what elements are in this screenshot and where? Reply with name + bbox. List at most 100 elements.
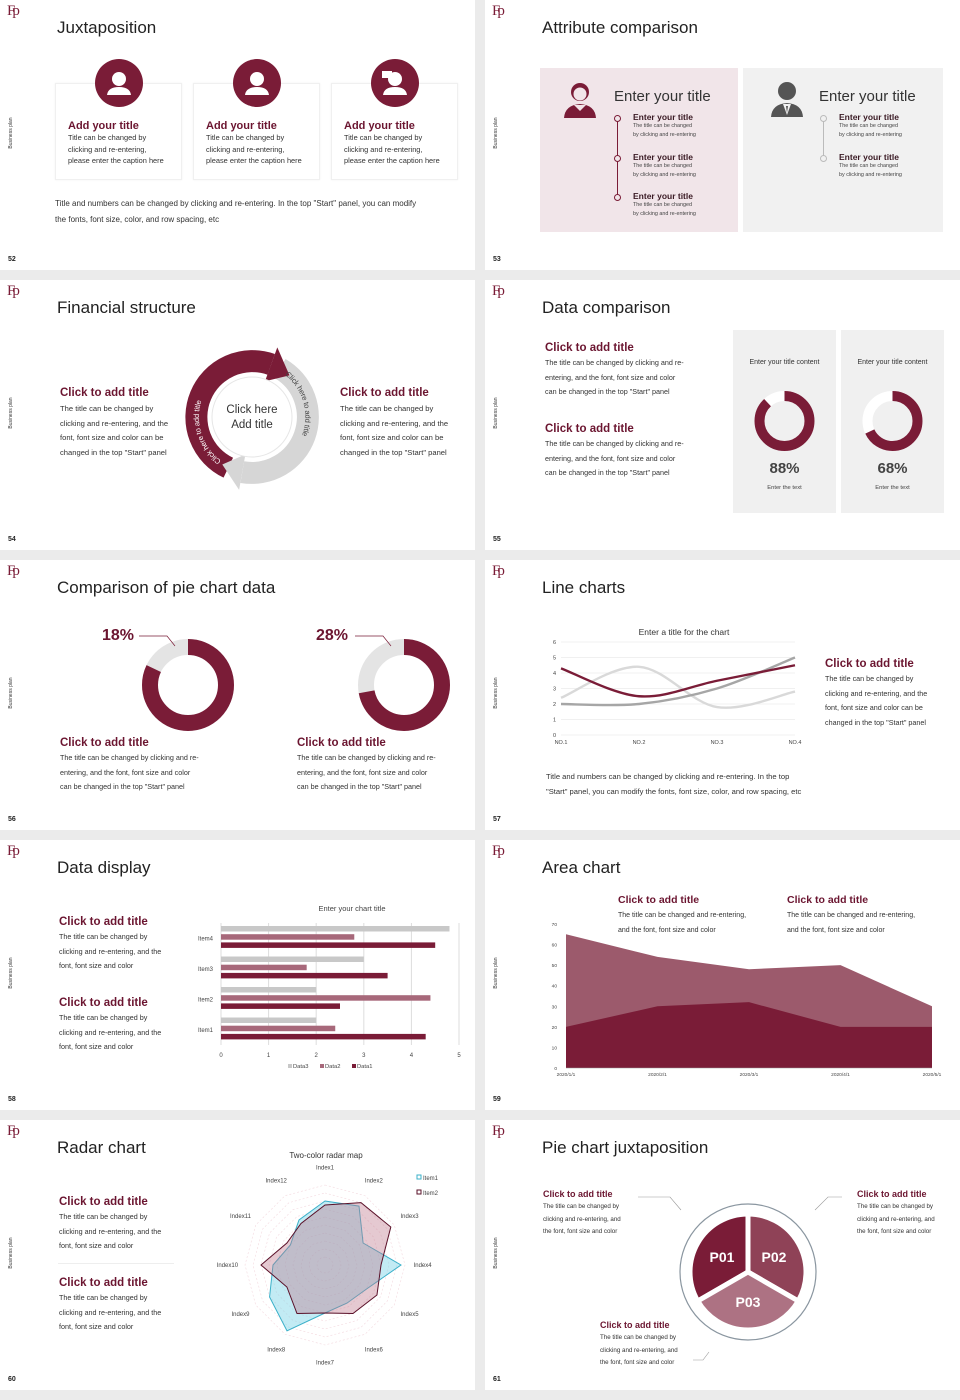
slide-59[interactable]: Fp Business plan 59 Area chart 0 10 20 30 40…: [485, 840, 960, 1110]
slide-54[interactable]: Fp Business plan 54 Financial structure …: [0, 280, 475, 550]
slide-56[interactable]: Fp Business plan 56 Comparison of pie ch…: [0, 560, 475, 830]
card-content: Add your title Title can be changed by cli…: [344, 120, 440, 167]
pie-slice-p03[interactable]: [694, 1269, 802, 1333]
card-title[interactable]: Add your title: [344, 120, 415, 132]
block-title[interactable]: Click to add title: [59, 916, 148, 928]
x-tick-label: 2020/2/1: [648, 1072, 667, 1078]
radar-grid-ring: [284, 1224, 366, 1306]
slide-60[interactable]: Fp Business plan 60 Radar chart Two-colo…: [0, 1120, 475, 1390]
y-tick-label: 0: [554, 1066, 557, 1072]
person-icon: [233, 59, 281, 107]
slide-57[interactable]: Fp Business plan 57 Line charts Enter a …: [485, 560, 960, 830]
block-title[interactable]: Click to add title: [297, 737, 386, 749]
slide-53[interactable]: Fp Business plan 53 Attribute comparison…: [485, 0, 960, 270]
body-line: The title can be changed by: [825, 674, 914, 683]
body-line: The title can be changed by: [59, 1212, 148, 1221]
divider: [58, 1263, 174, 1264]
item-title[interactable]: Enter your title: [633, 112, 693, 122]
x-tick-label: 4: [410, 1053, 414, 1059]
center-label[interactable]: Add title: [231, 419, 273, 431]
block-title[interactable]: Click to add title: [787, 894, 869, 906]
line-chart[interactable]: Enter a title for the chart 0 1 2 3 4 5 6 NO.1 NO…: [485, 560, 815, 760]
radar-chart[interactable]: Two-color radar map Index1 Index2 Index3 Ind…: [180, 1120, 475, 1390]
block-body: The title can be changed and re-entering…: [618, 908, 746, 938]
chart-title: Enter a title for the chart: [639, 627, 730, 637]
body-line: Title and numbers can be changed by clic…: [546, 772, 790, 781]
block-title[interactable]: Click to add title: [545, 423, 634, 435]
card-title[interactable]: Add your title: [68, 120, 139, 132]
block-title[interactable]: Click to add title: [600, 1320, 670, 1330]
center-label[interactable]: Click here: [226, 404, 277, 416]
item-title[interactable]: Enter your title: [633, 191, 693, 201]
axis-label: Index11: [230, 1214, 252, 1220]
block-body: The title can be changed by clicking and …: [59, 930, 161, 974]
gray-arc: [240, 358, 319, 484]
slide-title: Line charts: [542, 578, 626, 597]
body-line: clicking and re-entering, and the: [59, 1307, 162, 1317]
body-line: The title can be changed: [633, 202, 693, 208]
body-line: The title can be changed by: [543, 1203, 620, 1210]
radar-grid-ring: [316, 1256, 334, 1274]
block-title[interactable]: Click to add title: [59, 1277, 148, 1289]
brand-logo: Fp: [7, 3, 20, 19]
block-body: The title can be changed and re-entering…: [787, 908, 915, 938]
body-line: the font, font size and color: [600, 1359, 675, 1366]
page-number: 54: [8, 536, 16, 543]
timeline-node: [614, 194, 621, 201]
block-title[interactable]: Click to add title: [545, 342, 634, 354]
body-line: changed in the top "Start" panel: [340, 447, 447, 457]
segmented-pie[interactable]: P01 P02 P03: [485, 1120, 960, 1390]
slide-52[interactable]: Fp Business plan 52 Juxtaposition Title …: [0, 0, 475, 270]
panel-heading: Enter your title content: [749, 359, 820, 366]
area-chart[interactable]: 0 10 20 30 40 50 60 70 2020/1/1 2020/2/1 2020/3/1 2…: [485, 840, 960, 1085]
slide-58[interactable]: Fp Business plan 58 Data display Enter y…: [0, 840, 475, 1110]
side-label: Business plan: [8, 957, 14, 989]
body-line: Title can be changed by: [344, 133, 423, 142]
center-circle[interactable]: [211, 376, 293, 458]
timeline-item: Enter your title The title can be changed…: [633, 191, 696, 219]
category-label: Item3: [198, 967, 214, 973]
block-title[interactable]: Click to add title: [60, 737, 149, 749]
axis-label: Index10: [217, 1263, 239, 1269]
body-line: The title can be changed by: [600, 1334, 677, 1341]
radar-grid-ring: [308, 1248, 342, 1282]
body-line: please enter the caption here: [206, 156, 302, 165]
block-title[interactable]: Click to add title: [59, 1196, 148, 1208]
card-title[interactable]: Add your title: [206, 120, 277, 132]
body-line: font, font size and color can be: [60, 433, 164, 442]
body-line: entering, and the font, font size and co…: [297, 767, 428, 777]
item-title[interactable]: Enter your title: [633, 151, 693, 162]
left-panel: Enter your title Enter your title The tit…: [540, 68, 738, 232]
block-title[interactable]: Click to add title: [618, 894, 700, 906]
slide-55[interactable]: Fp Business plan 55 Data comparison Clic…: [485, 280, 960, 550]
item-title[interactable]: Enter your title: [839, 151, 899, 162]
radar-grid-ring: [252, 1192, 398, 1338]
text-block-right: Click to add title The title can be chan…: [340, 387, 448, 460]
slide-title: Pie chart juxtaposition: [542, 1138, 709, 1157]
axis-label: Index12: [266, 1178, 288, 1184]
block-body: The title can be changed by clicking and…: [545, 437, 684, 481]
page-number: 56: [8, 816, 16, 823]
bar-data3: [221, 956, 364, 962]
y-tick-label: 4: [553, 671, 556, 677]
y-tick-label: 60: [552, 943, 558, 949]
donut-chart: [862, 391, 923, 451]
item-title[interactable]: Enter your title: [839, 112, 899, 122]
page-number: 53: [493, 256, 501, 263]
block-title[interactable]: Click to add title: [59, 997, 148, 1009]
bar-chart[interactable]: Enter your chart title 0 1 2 3 4 5 Item1 Item2 It…: [180, 895, 475, 1080]
slide-title: Area chart: [542, 858, 621, 877]
block-title[interactable]: Click to add title: [543, 1189, 613, 1199]
block-title[interactable]: Click to add title: [857, 1189, 927, 1199]
body-line: font, font size and color: [59, 1322, 134, 1331]
slide-title: Attribute comparison: [542, 18, 698, 37]
right-panel: Enter your title Enter your title The tit…: [743, 68, 943, 232]
x-tick-label: 1: [267, 1053, 271, 1059]
page-number: 61: [493, 1376, 501, 1383]
body-line: The title can be changed by clicking and…: [545, 439, 684, 448]
slide-61[interactable]: Fp Business plan 61 Pie chart juxtaposit…: [485, 1120, 960, 1390]
cycle-diagram: Click here to add title Click here to ad…: [185, 347, 319, 490]
legend-swatch: [352, 1064, 356, 1068]
block-body: The title can be changed by clicking and …: [59, 1011, 161, 1055]
body-line: font, font size and color: [59, 1042, 134, 1051]
